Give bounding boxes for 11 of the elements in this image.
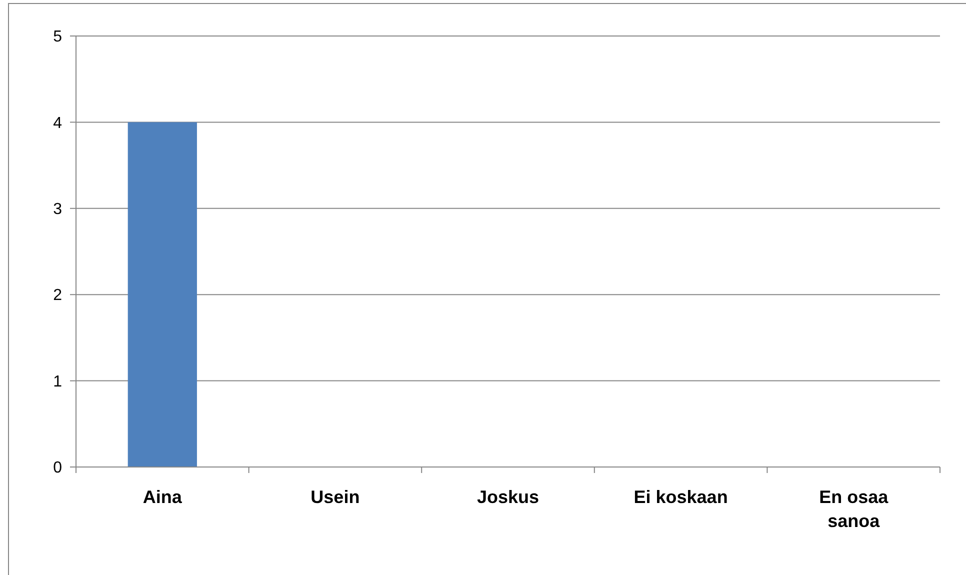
x-tick-label: En osaa sanoa: [819, 487, 890, 531]
y-tick-label: 2: [53, 287, 62, 304]
y-tick-label: 0: [53, 460, 62, 477]
x-tick-label: Ei koskaan: [634, 487, 728, 507]
x-tick-label: Joskus: [476, 487, 540, 507]
y-tick-label: 5: [53, 28, 62, 46]
y-tick-label: 4: [53, 114, 62, 132]
x-tick-label: Aina: [142, 487, 183, 507]
x-tick-label: Usein: [310, 487, 360, 507]
y-tick-label: 1: [53, 373, 62, 390]
y-tick-label: 3: [53, 201, 62, 218]
